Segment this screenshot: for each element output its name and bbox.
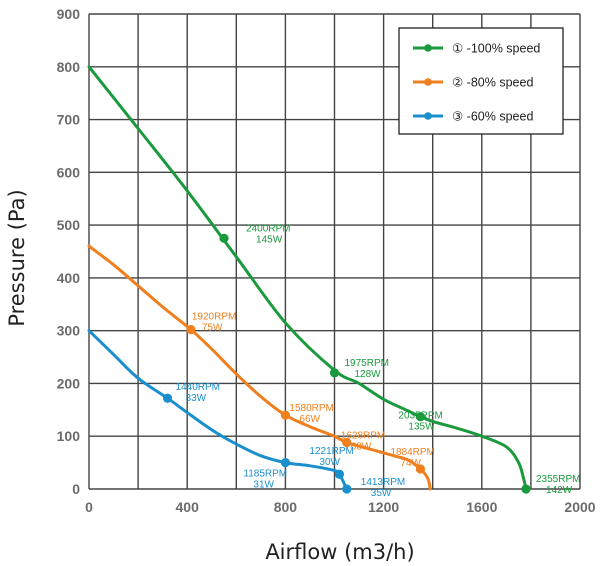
y-tick-label: 400 [57, 270, 81, 286]
legend-entry-label: ③ -60% speed [452, 110, 533, 124]
y-tick-label: 800 [57, 59, 81, 75]
x-tick-label: 800 [274, 499, 298, 515]
point-label-line: 1185RPM [243, 469, 287, 480]
data-point [280, 458, 290, 468]
data-point [521, 484, 531, 494]
data-point [342, 437, 352, 448]
x-tick-label: 1200 [368, 499, 399, 515]
x-axis-title: Airflow (m3/h) [265, 540, 414, 564]
y-tick-label: 900 [57, 6, 81, 22]
point-label-line: 2035RPM [398, 411, 442, 422]
y-tick-label: 300 [57, 323, 81, 339]
series-line [87, 244, 432, 491]
y-tick-label: 200 [57, 375, 81, 391]
data-point [329, 368, 340, 378]
data-point [415, 464, 426, 474]
data-point [186, 325, 196, 335]
legend-marker [424, 44, 432, 52]
plot-lines [87, 65, 531, 494]
point-label-line: 68W [351, 442, 372, 453]
point-label-line: 35W [371, 488, 392, 499]
point-label-line: 145W [256, 234, 283, 245]
legend: ① -100% speed ② -80% speed ③ -60% speed [398, 27, 564, 135]
point-label: 2035RPM 135W [398, 411, 442, 433]
point-label-line: 128W [355, 369, 382, 380]
point-label-line: 1413RPM [361, 477, 405, 488]
point-label: 1628RPM 68W [341, 431, 385, 453]
point-label: 1413RPM 35W [361, 477, 405, 499]
point-label: 2355RPM 142W [536, 474, 580, 496]
point-label-line: 1975RPM [345, 358, 389, 369]
point-label-line: 1920RPM [192, 312, 236, 323]
point-label-line: 2355RPM [536, 474, 580, 485]
y-axis-title: Pressure (Pa) [5, 189, 29, 326]
legend-entry-label: ① -100% speed [452, 42, 540, 56]
y-tick-label: 0 [72, 481, 80, 497]
point-label-line: 31W [253, 480, 274, 491]
x-tick-label: 1600 [466, 499, 497, 515]
y-tick-label: 700 [57, 112, 81, 128]
y-tick-label: 600 [57, 164, 81, 180]
point-label: 1185RPM 31W [243, 469, 287, 491]
point-label-line: 75W [202, 323, 223, 334]
point-label-line: 1884RPM [390, 447, 434, 458]
data-point [334, 469, 345, 479]
point-label-line: 2400RPM [246, 223, 290, 234]
point-label: 1884RPM 74W [390, 447, 434, 469]
tick-labels: 0 400 800 1200 1600 2000 0 100 200 300 400 500 600 70… [57, 6, 596, 515]
x-tick-label: 400 [176, 499, 200, 515]
legend-entry-label: ② -80% speed [452, 76, 533, 90]
point-label-line: 135W [408, 422, 435, 433]
point-label: 1221RPM 30W [309, 446, 353, 468]
series-line [87, 65, 528, 491]
x-tick-label: 0 [85, 499, 93, 515]
point-label-line: 1440RPM [176, 382, 220, 393]
point-label-line: 1221RPM [309, 446, 353, 457]
point-label: 1440RPM 33W [176, 382, 220, 404]
point-label-line: 74W [400, 458, 421, 469]
point-label: 1580RPM 66W [289, 403, 333, 425]
point-annotations: 2400RPM 145W 1975RPM 128W 2035RPM 135W 2355RPM… [176, 223, 581, 499]
point-label-line: 1628RPM [341, 431, 385, 442]
x-tick-label: 2000 [564, 499, 595, 515]
data-point [219, 233, 229, 243]
legend-marker [424, 78, 432, 86]
data-point [415, 412, 426, 422]
point-label: 1975RPM 128W [345, 358, 389, 380]
data-point [162, 393, 173, 403]
y-tick-label: 100 [57, 428, 81, 444]
point-label: 1920RPM 75W [192, 312, 236, 334]
point-label-line: 142W [546, 485, 573, 496]
point-label-line: 66W [299, 414, 320, 425]
data-point [342, 484, 352, 494]
point-label-line: 1580RPM [289, 403, 333, 414]
legend-marker [424, 112, 432, 120]
point-label: 2400RPM 145W [246, 223, 290, 245]
point-label-line: 30W [319, 457, 340, 468]
point-label-line: 33W [186, 393, 207, 404]
y-tick-label: 500 [57, 217, 81, 233]
data-point [280, 410, 290, 420]
